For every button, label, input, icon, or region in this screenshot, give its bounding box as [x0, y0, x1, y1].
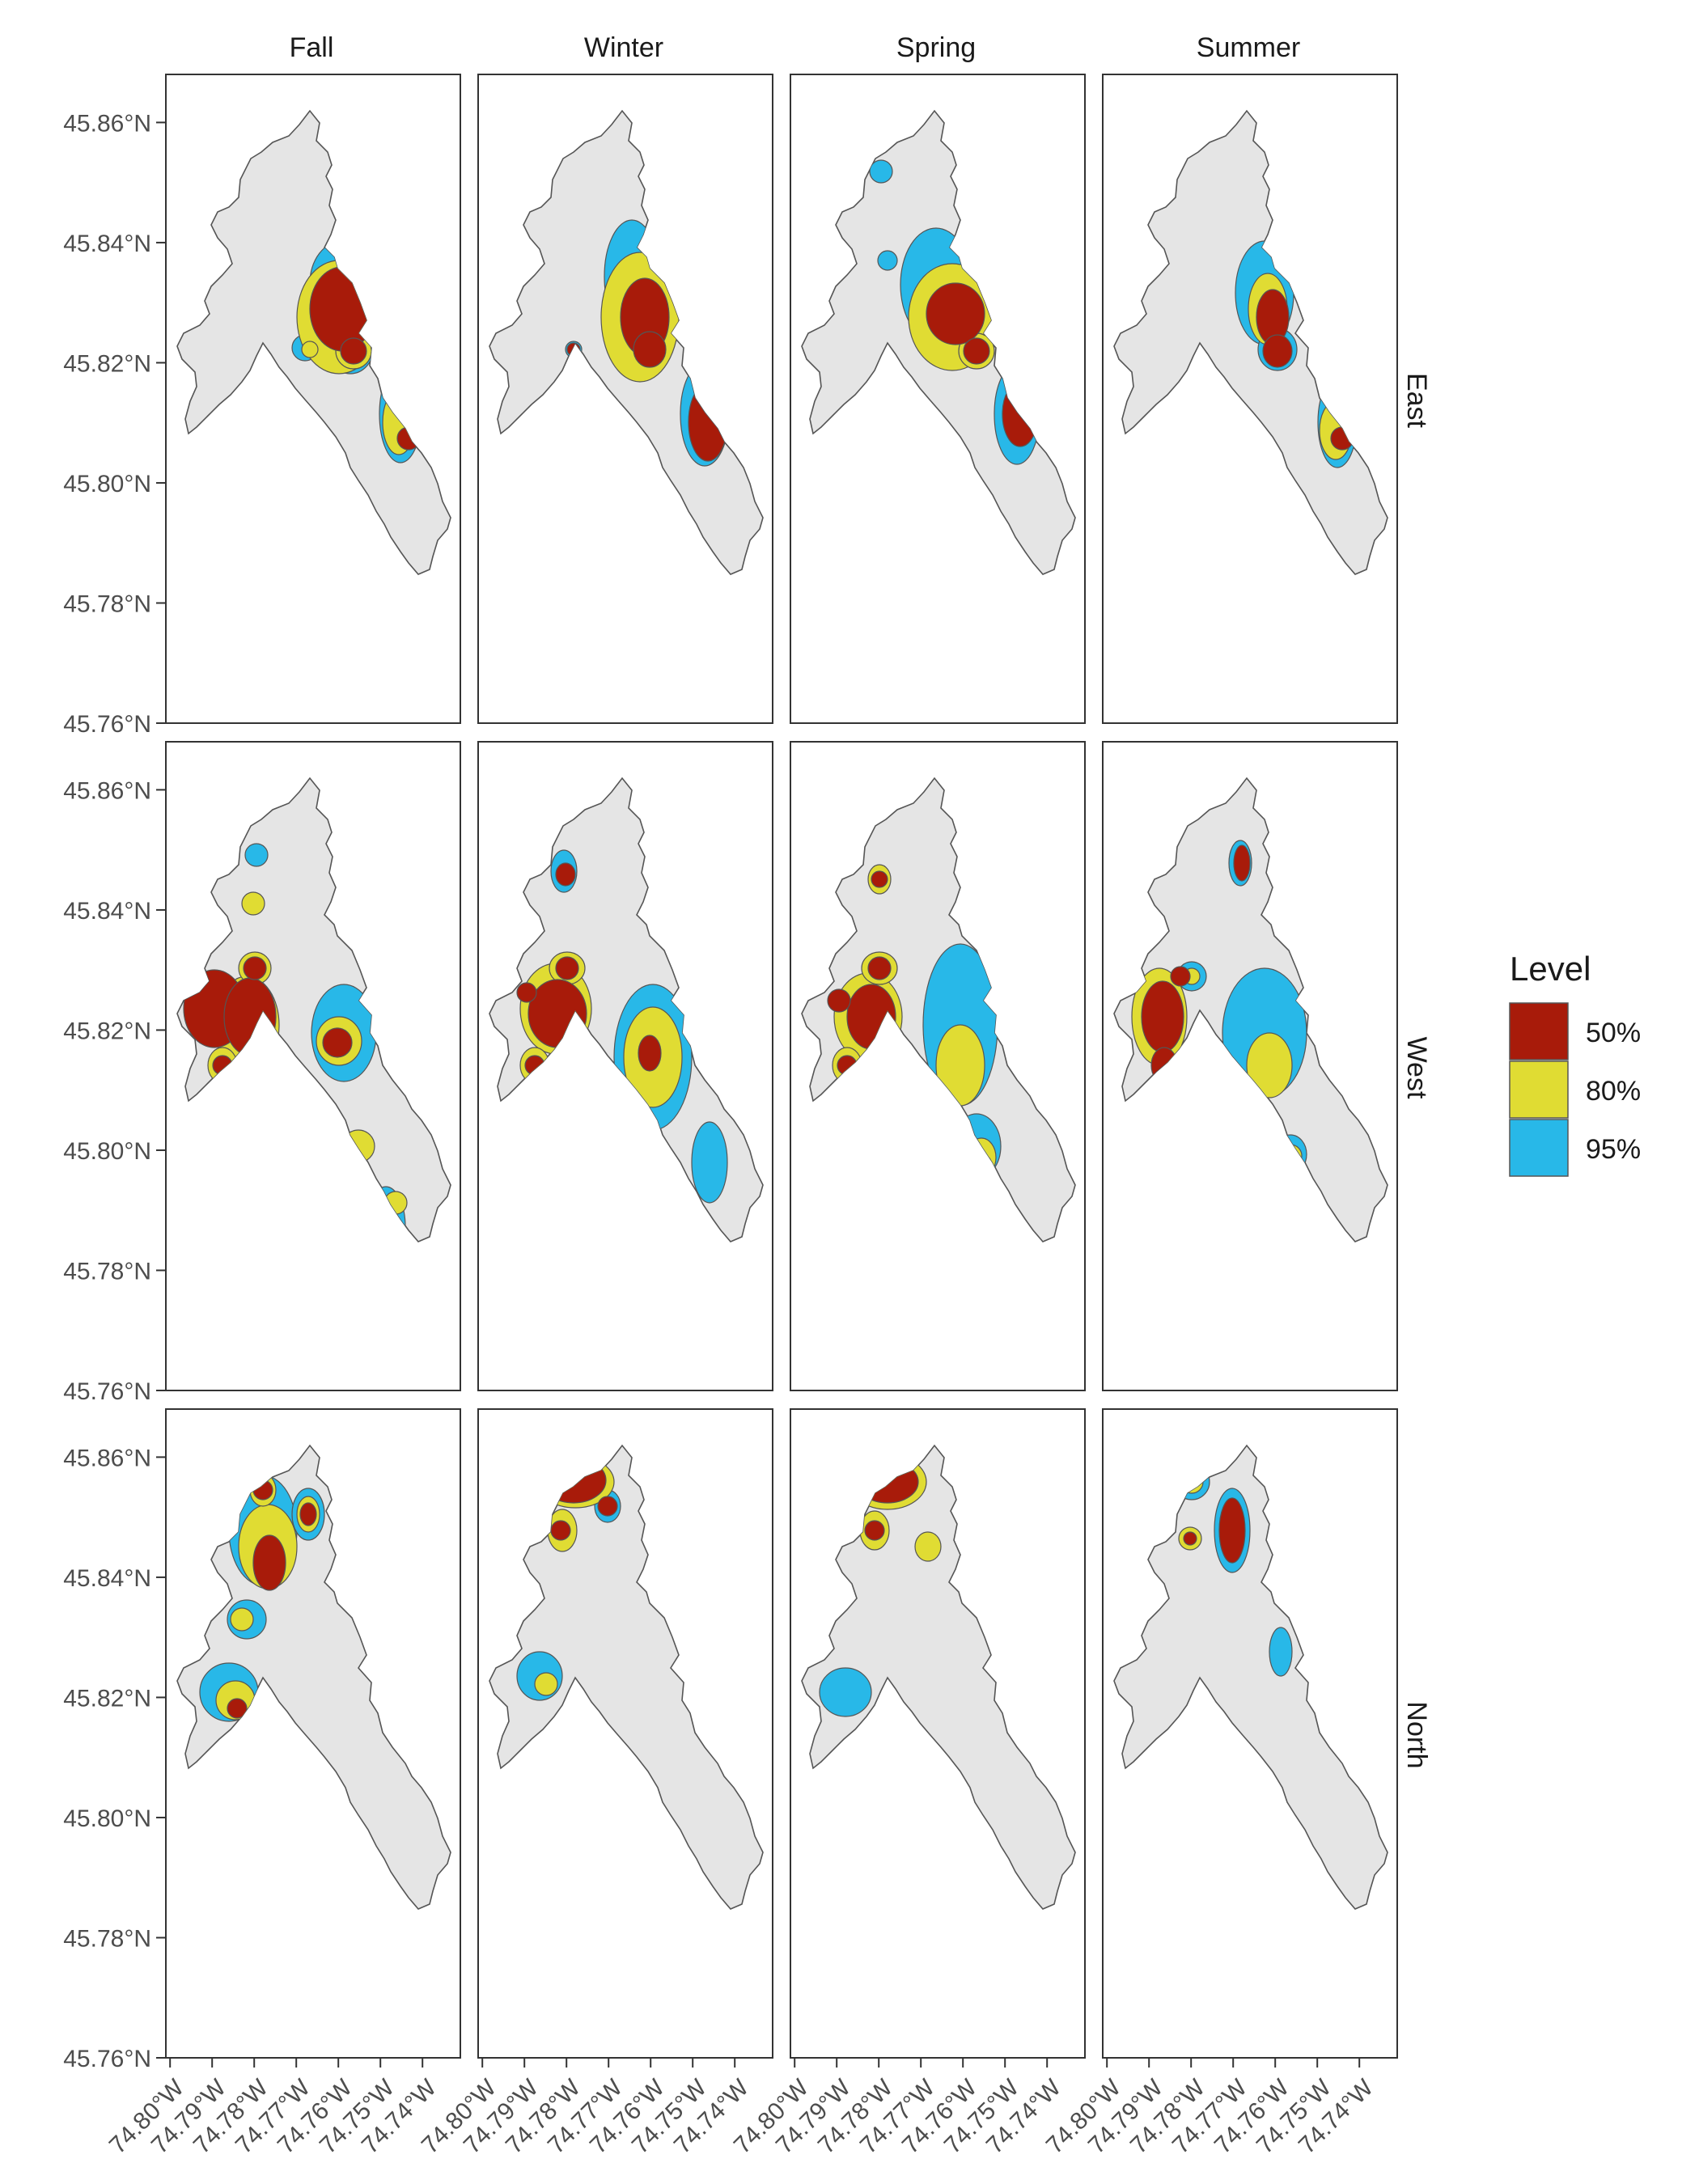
contour-50 [550, 1520, 571, 1541]
contour-50 [638, 1035, 662, 1072]
panel-west-fall [165, 741, 461, 1391]
contour-50 [243, 956, 267, 980]
lat-tick-label: 45.76°N [63, 711, 151, 738]
panel-east-summer [1102, 74, 1398, 724]
home-range-contours [1131, 840, 1307, 1175]
contour-50 [1218, 1497, 1246, 1564]
contour-95 [244, 843, 269, 867]
contour-95 [819, 1667, 872, 1717]
contour-95 [1269, 1627, 1293, 1677]
lat-tick-label: 45.76°N [63, 2046, 151, 2072]
lat-tick-label: 45.78°N [63, 590, 151, 617]
contour-80 [241, 891, 265, 916]
contour-50 [827, 988, 851, 1013]
lat-tick-label: 45.86°N [63, 1445, 151, 1471]
row-label-east: East [1401, 373, 1432, 429]
contour-95 [877, 250, 898, 271]
column-label-summer: Summer [1197, 32, 1300, 63]
lake-outline [1113, 109, 1388, 575]
panel-east-spring [790, 74, 1086, 724]
lat-tick-label: 45.80°N [63, 471, 151, 497]
contour-50 [1141, 980, 1184, 1053]
column-label-winter: Winter [584, 32, 663, 63]
contour-50 [555, 862, 576, 887]
panel-grid [165, 74, 1398, 2059]
contour-50 [926, 282, 985, 345]
contour-80 [534, 1672, 558, 1696]
contour-50 [252, 1534, 286, 1591]
panel-north-fall [165, 1408, 461, 2059]
latitude-axes: 45.86°N 45.84°N 45.82°N 45.80°N 45.78°N 45.76… [63, 110, 166, 2072]
panel-west-summer [1102, 741, 1398, 1391]
lat-tick-label: 45.86°N [63, 110, 151, 137]
contour-80 [1246, 1032, 1293, 1098]
longitude-axes: 74.80°W74.79°W74.78°W74.77°W74.76°W74.75… [104, 2058, 1379, 2159]
column-label-spring: Spring [896, 32, 976, 63]
contour-80 [230, 1607, 254, 1632]
contour-50 [516, 982, 537, 1003]
contour-50 [963, 337, 990, 365]
lake-outline [489, 1444, 764, 1910]
lat-tick-label: 45.80°N [63, 1805, 151, 1832]
lake-outline [1113, 1444, 1388, 1910]
panel-west-spring [790, 741, 1086, 1391]
contour-50 [633, 331, 667, 368]
row-label-west: West [1401, 1037, 1432, 1099]
column-label-fall: Fall [290, 32, 334, 63]
panel-east-fall [165, 74, 461, 724]
contour-80 [914, 1531, 942, 1562]
lat-tick-label: 45.82°N [63, 350, 151, 377]
contour-50 [1170, 966, 1191, 987]
contour-50 [555, 956, 579, 980]
panel-north-summer [1102, 1408, 1398, 2059]
contour-50 [1262, 334, 1293, 368]
lat-tick-label: 45.82°N [63, 1018, 151, 1044]
lat-tick-label: 45.82°N [63, 1685, 151, 1712]
lat-tick-label: 45.76°N [63, 1378, 151, 1405]
panel-east-winter [477, 74, 773, 724]
row-label-north: North [1401, 1701, 1432, 1768]
legend-label-50: 50% [1586, 1018, 1641, 1048]
contour-50 [1233, 844, 1251, 882]
contour-95 [691, 1121, 728, 1204]
contour-50 [322, 1027, 353, 1058]
contour-50 [340, 337, 367, 365]
legend-swatch-50 [1509, 1002, 1569, 1060]
contour-95 [869, 159, 893, 184]
legend-swatch-95 [1509, 1119, 1569, 1177]
contour-50 [1183, 1531, 1197, 1546]
legend-label-95: 95% [1586, 1134, 1641, 1165]
legend-label-80: 80% [1586, 1076, 1641, 1107]
lat-tick-label: 45.86°N [63, 777, 151, 804]
lat-tick-label: 45.84°N [63, 1565, 151, 1592]
contour-50 [871, 870, 888, 888]
legend: Level 50% 80% 95% [1509, 950, 1641, 1177]
panel-north-winter [477, 1408, 773, 2059]
legend-swatch-80 [1509, 1060, 1569, 1119]
legend-title: Level [1510, 950, 1591, 988]
contour-50 [227, 1698, 248, 1719]
panel-west-winter [477, 741, 773, 1391]
lat-tick-label: 45.84°N [63, 898, 151, 925]
lat-tick-label: 45.78°N [63, 1925, 151, 1952]
contour-50 [597, 1496, 618, 1517]
lat-tick-label: 45.84°N [63, 231, 151, 257]
contour-80 [301, 341, 319, 358]
contour-50 [864, 1520, 885, 1541]
lat-tick-label: 45.80°N [63, 1138, 151, 1165]
panel-north-spring [790, 1408, 1086, 2059]
contour-50 [299, 1502, 317, 1526]
lake-outline [801, 1444, 1076, 1910]
lat-tick-label: 45.78°N [63, 1258, 151, 1285]
contour-50 [867, 956, 892, 980]
